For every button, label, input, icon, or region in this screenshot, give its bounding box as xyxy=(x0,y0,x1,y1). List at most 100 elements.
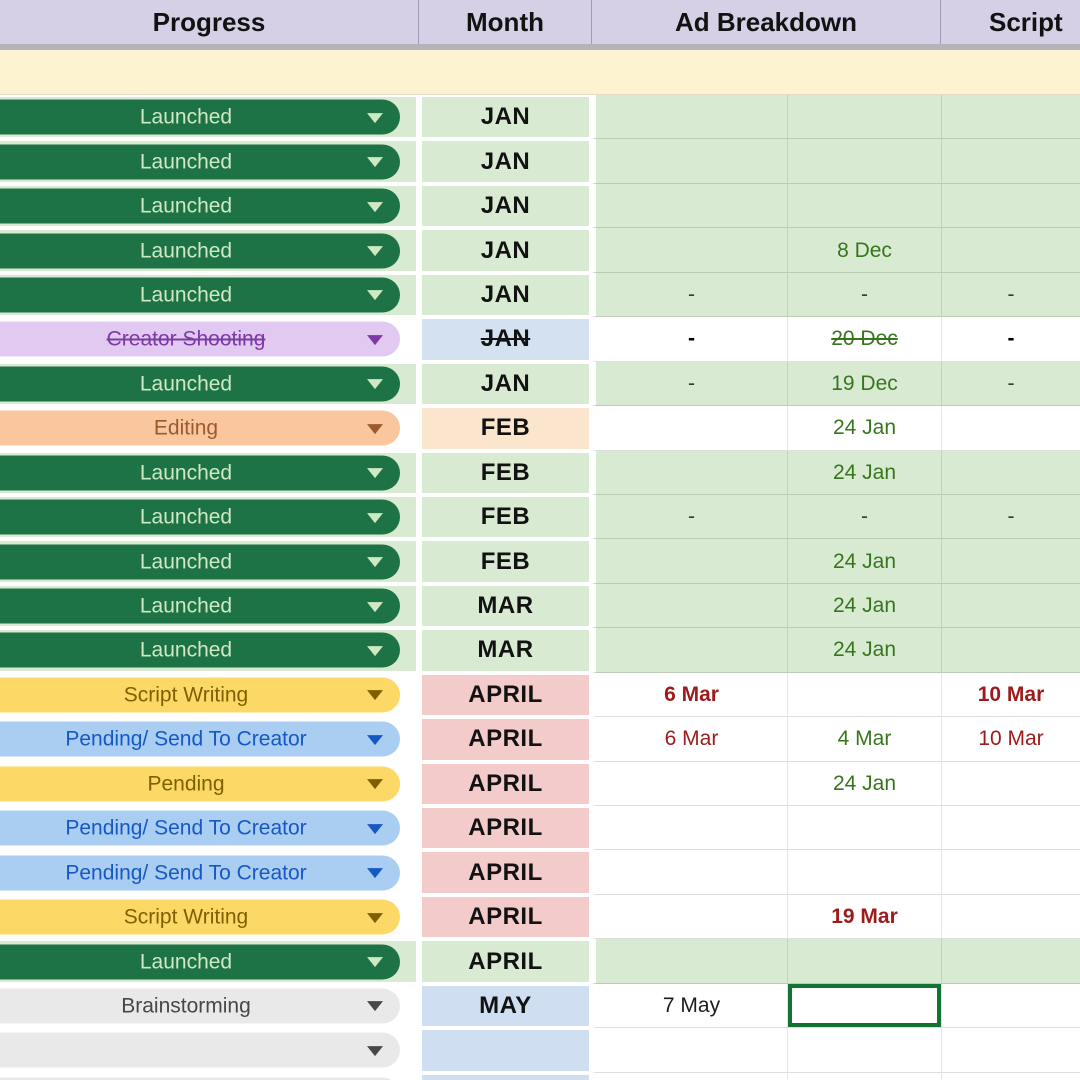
header-cell-ad-breakdown[interactable]: Ad Breakdown xyxy=(592,0,941,44)
ad-breakdown-cell-2[interactable] xyxy=(787,95,941,140)
ad-breakdown-cell-1[interactable] xyxy=(592,1072,787,1080)
dropdown-arrow-icon[interactable] xyxy=(367,423,383,434)
month-cell[interactable]: JAN xyxy=(419,184,592,228)
dropdown-arrow-icon[interactable] xyxy=(367,512,383,523)
script-cell[interactable]: - xyxy=(941,494,1080,540)
progress-cell[interactable]: Pending xyxy=(0,762,419,806)
progress-cell[interactable]: Pending/ Send To Creator xyxy=(0,850,419,894)
ad-breakdown-cell-2[interactable]: 4 Mar xyxy=(787,717,941,762)
dropdown-arrow-icon[interactable] xyxy=(367,246,383,257)
progress-dropdown-chip[interactable]: Pending/ Send To Creator xyxy=(0,810,400,846)
script-cell[interactable] xyxy=(941,406,1080,451)
ad-breakdown-cell-2[interactable] xyxy=(787,139,941,184)
progress-cell[interactable] xyxy=(0,1028,419,1072)
ad-breakdown-cell-1[interactable] xyxy=(592,806,787,851)
script-cell[interactable] xyxy=(941,183,1080,229)
dropdown-arrow-icon[interactable] xyxy=(367,601,383,612)
script-cell[interactable] xyxy=(941,539,1080,584)
progress-dropdown-chip[interactable]: Launched xyxy=(0,499,400,535)
dropdown-arrow-icon[interactable] xyxy=(367,868,383,879)
progress-cell[interactable]: Launched xyxy=(0,495,419,539)
progress-dropdown-chip[interactable]: Creator Shooting xyxy=(0,321,400,357)
ad-breakdown-cell-1[interactable]: - xyxy=(592,361,787,407)
progress-dropdown-chip[interactable]: Launched xyxy=(0,944,400,980)
progress-cell[interactable]: Launched xyxy=(0,584,419,628)
ad-breakdown-cell-2[interactable]: 19 Mar xyxy=(787,894,941,940)
ad-breakdown-cell-2[interactable] xyxy=(787,1072,941,1080)
ad-breakdown-cell-1[interactable] xyxy=(592,628,787,673)
progress-dropdown-chip[interactable]: Launched xyxy=(0,188,400,224)
dropdown-arrow-icon[interactable] xyxy=(367,557,383,568)
progress-dropdown-chip[interactable]: Pending/ Send To Creator xyxy=(0,855,400,891)
script-cell[interactable]: - xyxy=(941,272,1080,318)
dropdown-arrow-icon[interactable] xyxy=(367,379,383,390)
progress-cell[interactable]: Pending/ Send To Creator xyxy=(0,806,419,850)
ad-breakdown-cell-1[interactable]: 6 Mar xyxy=(592,672,787,718)
ad-breakdown-cell-1[interactable] xyxy=(592,450,787,495)
progress-dropdown-chip[interactable]: Pending xyxy=(0,766,400,802)
progress-dropdown-chip[interactable]: Launched xyxy=(0,544,400,580)
ad-breakdown-cell-1[interactable] xyxy=(592,139,787,184)
month-cell[interactable]: JAN xyxy=(419,273,592,317)
ad-breakdown-cell-2[interactable] xyxy=(787,939,941,984)
ad-breakdown-cell-1[interactable]: - xyxy=(592,317,787,362)
script-cell[interactable] xyxy=(941,95,1080,140)
month-cell[interactable]: JAN xyxy=(419,362,592,406)
ad-breakdown-cell-2[interactable]: 20 Dec xyxy=(787,317,941,362)
script-cell[interactable]: - xyxy=(941,317,1080,362)
progress-dropdown-chip[interactable] xyxy=(0,1032,400,1068)
dropdown-arrow-icon[interactable] xyxy=(367,1046,383,1057)
month-cell[interactable]: FEB xyxy=(419,406,592,450)
progress-cell[interactable]: Launched xyxy=(0,628,419,672)
dropdown-arrow-icon[interactable] xyxy=(367,957,383,968)
dropdown-arrow-icon[interactable] xyxy=(367,912,383,923)
script-cell[interactable] xyxy=(941,983,1080,1029)
dropdown-arrow-icon[interactable] xyxy=(367,201,383,212)
script-cell[interactable] xyxy=(941,1028,1080,1073)
progress-cell[interactable]: Launched xyxy=(0,362,419,406)
ad-breakdown-cell-2[interactable]: 24 Jan xyxy=(787,583,941,629)
progress-cell[interactable]: Brainstorming xyxy=(0,984,419,1028)
progress-cell[interactable]: Script Writing xyxy=(0,673,419,717)
dropdown-arrow-icon[interactable] xyxy=(367,823,383,834)
progress-dropdown-chip[interactable]: Launched xyxy=(0,99,400,135)
month-cell[interactable]: APRIL xyxy=(419,895,592,939)
script-cell[interactable]: - xyxy=(941,361,1080,407)
progress-dropdown-chip[interactable]: Launched xyxy=(0,588,400,624)
progress-cell[interactable]: Editing xyxy=(0,406,419,450)
script-cell[interactable] xyxy=(941,761,1080,806)
month-cell[interactable]: MAY xyxy=(419,984,592,1028)
script-cell[interactable] xyxy=(941,450,1080,495)
progress-dropdown-chip[interactable]: Launched xyxy=(0,632,400,668)
ad-breakdown-cell-2[interactable] xyxy=(787,983,941,1029)
progress-dropdown-chip[interactable]: Launched xyxy=(0,233,400,269)
ad-breakdown-cell-1[interactable]: - xyxy=(592,494,787,540)
progress-dropdown-chip[interactable]: Editing xyxy=(0,410,400,446)
progress-cell[interactable]: Launched xyxy=(0,95,419,139)
ad-breakdown-cell-2[interactable]: 24 Jan xyxy=(787,539,941,584)
progress-dropdown-chip[interactable]: Launched xyxy=(0,366,400,402)
dropdown-arrow-icon[interactable] xyxy=(367,734,383,745)
month-cell[interactable]: MAR xyxy=(419,628,592,672)
script-cell[interactable] xyxy=(941,939,1080,984)
script-cell[interactable]: 10 Mar xyxy=(941,717,1080,762)
month-cell[interactable]: FEB xyxy=(419,451,592,495)
header-cell-progress[interactable]: Progress xyxy=(0,0,419,44)
ad-breakdown-cell-1[interactable] xyxy=(592,228,787,273)
ad-breakdown-cell-2[interactable] xyxy=(787,1028,941,1073)
ad-breakdown-cell-1[interactable] xyxy=(592,95,787,140)
ad-breakdown-cell-1[interactable] xyxy=(592,939,787,984)
ad-breakdown-cell-2[interactable]: 24 Jan xyxy=(787,628,941,673)
ad-breakdown-cell-1[interactable] xyxy=(592,894,787,940)
month-cell[interactable]: MAR xyxy=(419,584,592,628)
dropdown-arrow-icon[interactable] xyxy=(367,157,383,168)
script-cell[interactable]: 10 Mar xyxy=(941,672,1080,718)
ad-breakdown-cell-2[interactable]: 24 Jan xyxy=(787,450,941,495)
progress-dropdown-chip[interactable]: Launched xyxy=(0,144,400,180)
progress-cell[interactable]: Launched xyxy=(0,273,419,317)
ad-breakdown-cell-1[interactable]: - xyxy=(592,272,787,318)
dropdown-arrow-icon[interactable] xyxy=(367,779,383,790)
month-cell[interactable]: APRIL xyxy=(419,850,592,894)
note-row[interactable] xyxy=(0,50,1080,95)
script-cell[interactable] xyxy=(941,228,1080,273)
